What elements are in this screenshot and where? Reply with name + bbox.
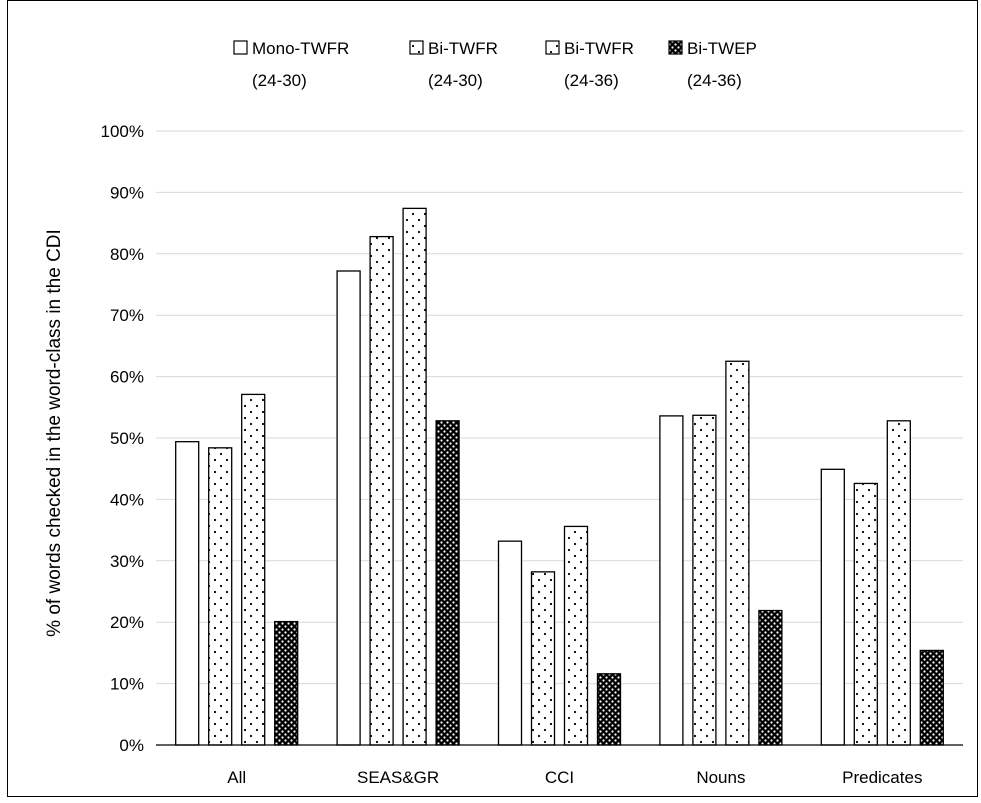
bar: [175, 441, 200, 746]
legend-item: Bi-TWFR (24-36): [545, 39, 634, 90]
x-tick-labels: All SEAS&GR CCI Nouns Predicates: [227, 768, 922, 787]
y-tick-labels: 0% 10% 20% 30% 40% 50% 60% 70% 80% 90% 100%: [101, 122, 144, 755]
legend-label: Bi-TWEP: [687, 39, 757, 58]
legend-swatch: [668, 40, 683, 55]
y-tick-label: 40%: [110, 490, 144, 509]
bar: [919, 649, 944, 746]
bar: [274, 620, 299, 746]
bar: [402, 207, 427, 746]
legend: Mono-TWFR (24-30) Bi-TWFR (24-30) Bi-TWFR (24…: [233, 39, 757, 90]
x-tick-label: Predicates: [842, 768, 922, 787]
y-tick-label: 10%: [110, 675, 144, 694]
legend-label: Mono-TWFR: [252, 39, 349, 58]
x-tick-label: CCI: [545, 768, 574, 787]
y-tick-label: 90%: [110, 183, 144, 202]
legend-item: Bi-TWEP (24-36): [668, 39, 757, 90]
bars: [156, 207, 963, 746]
legend-item: Bi-TWFR (24-30): [409, 39, 498, 90]
y-tick-label: 50%: [110, 429, 144, 448]
bar: [820, 468, 845, 746]
bar: [336, 270, 361, 746]
legend-label-range: (24-36): [687, 71, 742, 90]
bar: [886, 420, 911, 746]
y-tick-label: 70%: [110, 306, 144, 325]
legend-label-range: (24-36): [564, 71, 619, 90]
y-tick-label: 100%: [101, 122, 144, 141]
bar: [530, 571, 556, 746]
bar-chart: % of words checked in the word-class in …: [44, 39, 963, 787]
y-tick-label: 20%: [110, 613, 144, 632]
bar: [497, 540, 523, 746]
bar: [853, 482, 878, 746]
y-tick-label: 30%: [110, 552, 144, 571]
bar: [692, 414, 717, 746]
legend-swatch: [545, 40, 560, 55]
x-tick-label: SEAS&GR: [357, 768, 439, 787]
bar: [241, 393, 266, 746]
y-tick-label: 0%: [119, 736, 144, 755]
legend-swatch: [233, 40, 248, 55]
legend-label: Bi-TWFR: [428, 39, 498, 58]
legend-item: Mono-TWFR (24-30): [233, 39, 349, 90]
x-tick-label: Nouns: [696, 768, 745, 787]
bar: [563, 525, 589, 746]
bar: [369, 235, 394, 746]
bar: [758, 609, 783, 746]
y-tick-label: 60%: [110, 368, 144, 387]
y-tick-label: 80%: [110, 245, 144, 264]
bar: [725, 360, 750, 746]
legend-label: Bi-TWFR: [564, 39, 634, 58]
legend-label-range: (24-30): [252, 71, 307, 90]
legend-label-range: (24-30): [428, 71, 483, 90]
y-axis-label: % of words checked in the word-class in …: [44, 229, 65, 637]
x-tick-label: All: [227, 768, 246, 787]
legend-swatch: [409, 40, 424, 55]
chart-frame: % of words checked in the word-class in …: [7, 0, 978, 797]
bar: [435, 420, 460, 746]
bar: [208, 447, 233, 746]
bar: [596, 673, 622, 746]
bar: [659, 415, 684, 746]
